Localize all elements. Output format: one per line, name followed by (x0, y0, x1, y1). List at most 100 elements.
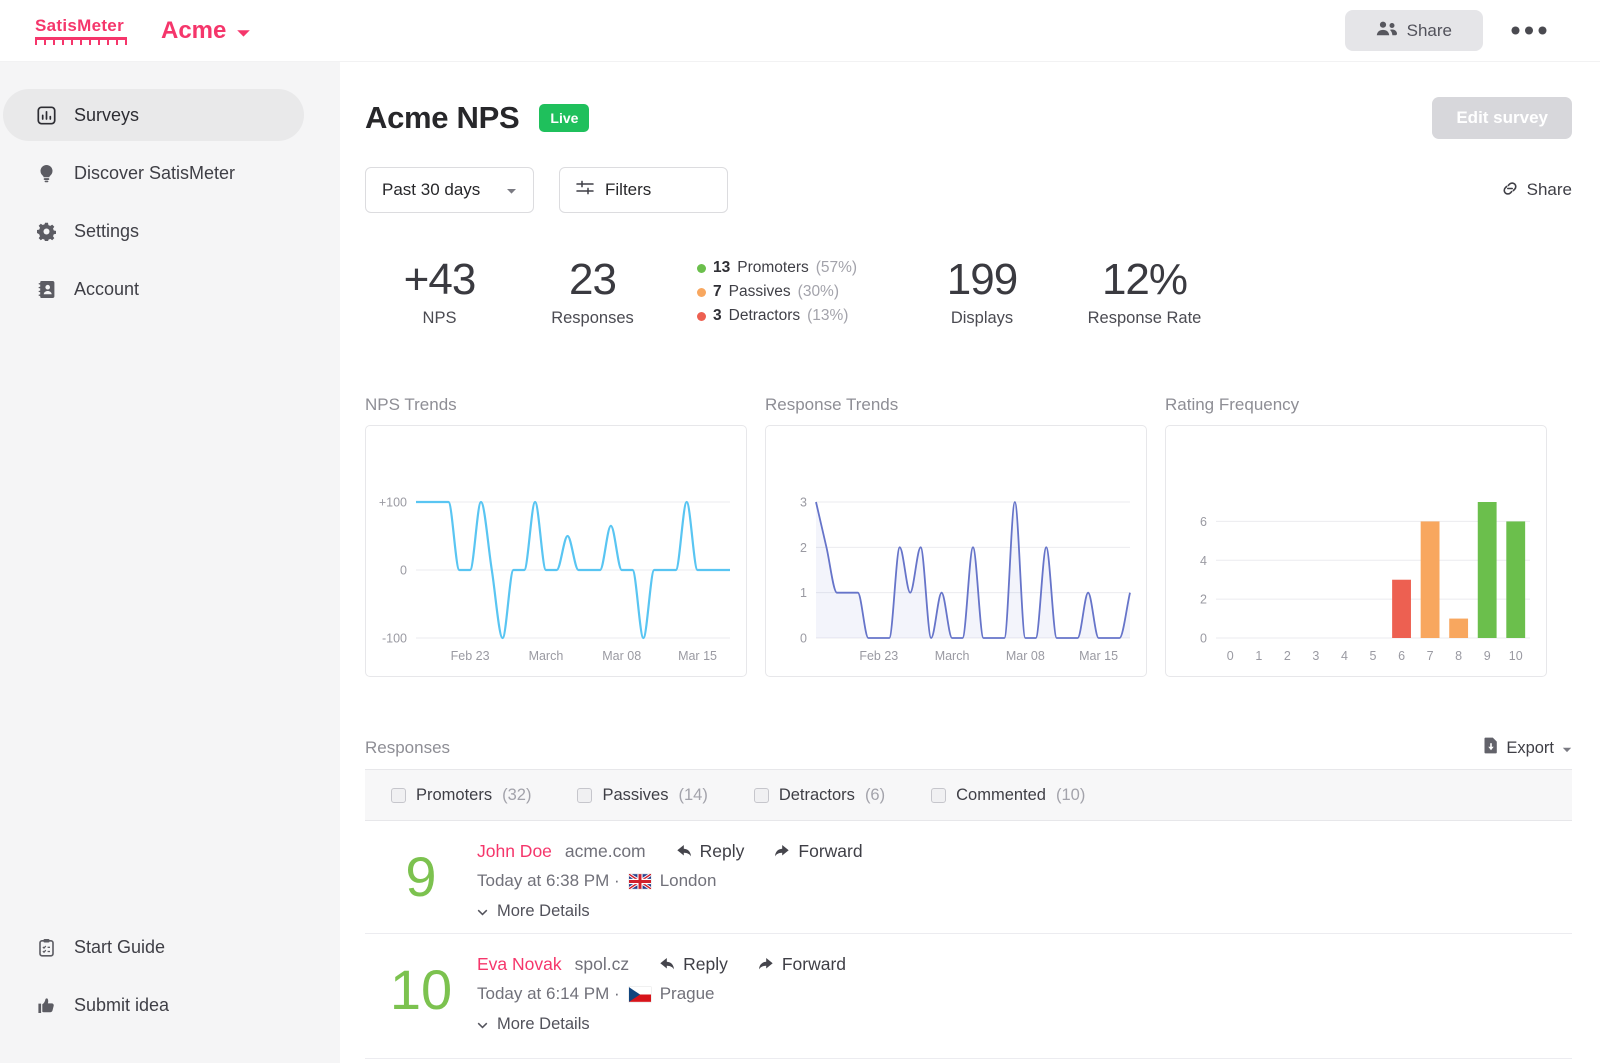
stat-responses: 23 Responses (540, 255, 645, 328)
sidebar-item-label: Submit idea (74, 994, 170, 1015)
filter-count: (32) (502, 785, 532, 804)
filter-count: (14) (678, 785, 708, 804)
response-score: 10 (389, 958, 453, 1021)
filters-button[interactable]: Filters (559, 167, 728, 213)
svg-text:1: 1 (800, 586, 807, 600)
displays-value: 199 (946, 254, 1018, 304)
respondent-name-link[interactable]: John Doe (477, 841, 552, 861)
responses-title: Responses (365, 738, 451, 757)
svg-text:Mar 15: Mar 15 (678, 649, 717, 663)
sidebar-item-label: Discover SatisMeter (74, 162, 236, 183)
checkbox-icon[interactable] (931, 787, 947, 803)
checkbox-icon[interactable] (577, 787, 593, 803)
rating-frequency-chart: Rating Frequency 6 4 2 0 0 1 2 3 4 5 6 7 8 9 10 (1165, 395, 1547, 677)
svg-text:Mar 08: Mar 08 (602, 649, 641, 663)
svg-text:7: 7 (1427, 649, 1434, 663)
breakdown-detractors: 3 Detractors (13%) (697, 307, 882, 325)
more-menu-icon[interactable] (1511, 26, 1547, 35)
detractor-count: 3 (713, 307, 722, 324)
displays-label: Displays (950, 309, 1014, 328)
filter-commented[interactable]: Commented (10) (931, 786, 1085, 805)
reply-arrow-icon (676, 841, 692, 862)
response-location: Prague (659, 984, 715, 1003)
respondent-domain: spol.cz (574, 954, 630, 974)
svg-text:2: 2 (800, 541, 807, 555)
link-icon (1501, 180, 1519, 200)
forward-arrow-icon (774, 841, 790, 862)
passive-dot-icon (697, 287, 706, 297)
workspace-name: Acme (161, 16, 227, 44)
chevron-down-icon (506, 180, 517, 200)
response-score: 9 (405, 845, 437, 908)
detractor-label: Detractors (728, 307, 801, 324)
uk-flag-icon (628, 873, 651, 889)
date-range-value: Past 30 days (382, 180, 481, 199)
passive-pct: (30%) (797, 283, 840, 300)
checkbox-icon[interactable] (391, 787, 406, 803)
respondent-name-link[interactable]: Eva Novak (477, 954, 562, 974)
response-location: London (659, 871, 717, 890)
share-button-label: Share (1406, 20, 1452, 40)
nps-value: +43 (403, 254, 477, 304)
main-content: Acme NPS Live Edit survey Past 30 days F… (340, 62, 1600, 1063)
svg-text:Mar 08: Mar 08 (1006, 649, 1045, 663)
passive-label: Passives (728, 283, 791, 300)
response-trends-chart: Response Trends 3 2 1 0 Feb 23 March Mar 08 Mar… (765, 395, 1147, 677)
lightbulb-icon (35, 164, 57, 183)
filter-detractors[interactable]: Detractors (6) (753, 786, 885, 805)
reply-button[interactable]: Reply (676, 841, 744, 862)
sidebar-item-account[interactable]: Account (0, 263, 340, 315)
detractor-pct: (13%) (807, 307, 849, 324)
export-label: Export (1506, 738, 1554, 757)
svg-text:Feb 23: Feb 23 (859, 649, 898, 663)
contact-card-icon (35, 280, 57, 299)
responses-label: Responses (551, 309, 634, 328)
clipboard-icon (35, 938, 57, 957)
sidebar-item-discover[interactable]: Discover SatisMeter (0, 147, 340, 199)
share-survey-link[interactable]: Share (1501, 180, 1572, 200)
svg-text:6: 6 (1200, 515, 1207, 529)
svg-text:5: 5 (1370, 649, 1377, 663)
stat-displays: 199 Displays (922, 254, 1042, 328)
sidebar-item-start-guide[interactable]: Start Guide (0, 921, 340, 973)
response-trends-plot: 3 2 1 0 Feb 23 March Mar 08 Mar 15 (800, 496, 1131, 663)
edit-survey-button[interactable]: Edit survey (1432, 96, 1572, 139)
chart-title: Response Trends (765, 395, 899, 414)
filter-label: Commented (956, 785, 1046, 804)
export-button[interactable]: Export (1484, 737, 1572, 759)
sidebar-item-surveys[interactable]: Surveys (3, 89, 304, 141)
forward-button[interactable]: Forward (774, 841, 863, 862)
share-link-label: Share (1526, 180, 1572, 199)
svg-text:Feb 23: Feb 23 (451, 649, 490, 663)
forward-button[interactable]: Forward (758, 954, 846, 975)
sidebar-nav: Surveys Discover SatisMeter (0, 89, 340, 321)
filter-passives[interactable]: Passives (14) (577, 785, 708, 805)
reply-button[interactable]: Reply (659, 954, 728, 975)
bar-chart-icon (35, 105, 57, 125)
more-details-toggle[interactable]: More Details (477, 1015, 846, 1034)
nps-label: NPS (422, 309, 457, 328)
satismeter-logo[interactable]: SatisMeter (35, 17, 127, 45)
svg-text:0: 0 (1227, 649, 1234, 663)
sidebar-item-settings[interactable]: Settings (0, 205, 340, 257)
checkbox-icon[interactable] (753, 787, 769, 803)
promoter-label: Promoters (737, 259, 809, 276)
svg-text:6: 6 (1398, 649, 1405, 663)
topbar: SatisMeter Acme Share (0, 0, 1600, 62)
filter-promoters[interactable]: Promoters (32) (391, 786, 531, 805)
status-badge: Live (539, 103, 590, 132)
svg-text:3: 3 (800, 496, 807, 510)
date-range-select[interactable]: Past 30 days (365, 167, 534, 213)
sliders-icon (576, 180, 594, 200)
sidebar-item-submit-idea[interactable]: Submit idea (0, 979, 340, 1031)
nps-trends-plot: +100 0 -100 Feb 23 March Mar 08 Mar 15 (379, 496, 730, 663)
svg-text:10: 10 (1509, 649, 1523, 663)
workspace-selector[interactable]: Acme (161, 17, 251, 45)
more-details-toggle[interactable]: More Details (477, 902, 863, 921)
promoter-pct: (57%) (815, 259, 858, 276)
filter-count: (10) (1055, 785, 1086, 804)
share-button[interactable]: Share (1344, 10, 1483, 51)
filter-label: Promoters (416, 785, 493, 804)
forward-arrow-icon (758, 954, 774, 975)
response-rate-value: 12% (1101, 254, 1188, 304)
